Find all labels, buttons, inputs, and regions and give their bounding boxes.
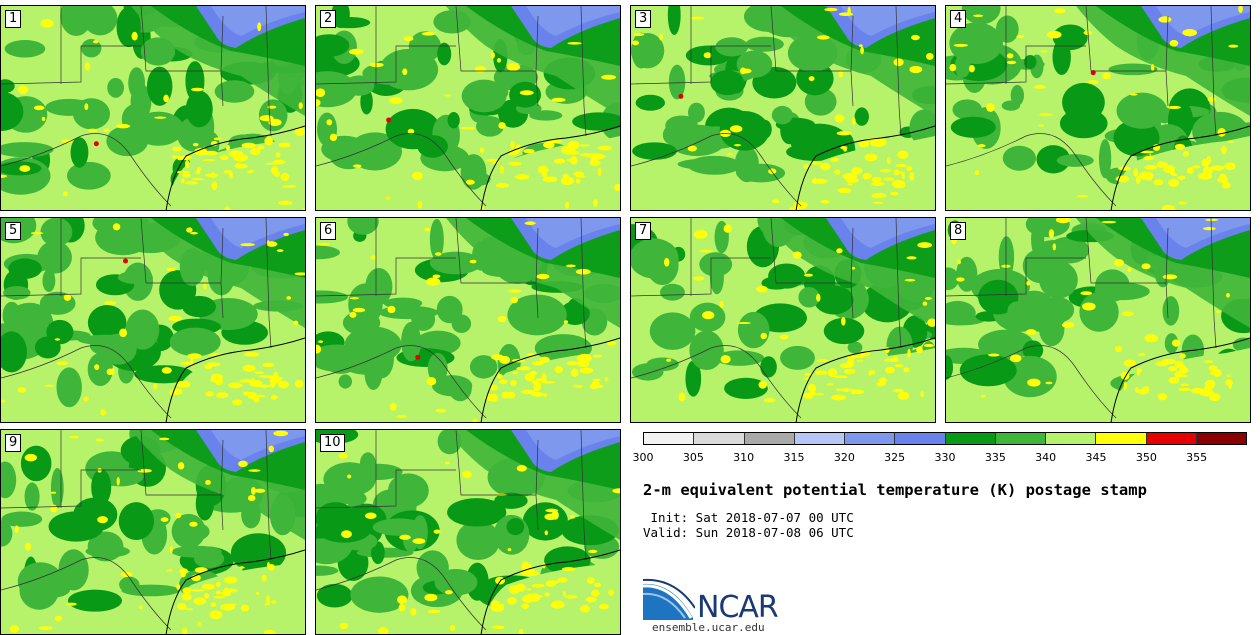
colorbar-tick-label: 315 bbox=[783, 451, 805, 464]
theta-e-map bbox=[316, 430, 620, 634]
stamp-panel-8: 8 bbox=[945, 217, 1251, 423]
colorbar-tick-label: 310 bbox=[733, 451, 755, 464]
ncar-logo-text: NCAR bbox=[697, 590, 779, 625]
colorbar-segment bbox=[1196, 433, 1246, 444]
stamp-panel-10: 10 bbox=[315, 429, 621, 635]
panel-number: 3 bbox=[635, 10, 652, 28]
ncar-logo-icon bbox=[643, 578, 695, 620]
panel-number: 1 bbox=[5, 10, 22, 28]
colorbar-segment bbox=[995, 433, 1046, 444]
panel-number: 6 bbox=[320, 222, 337, 240]
stamp-panel-4: 4 bbox=[945, 5, 1251, 211]
stamp-panel-5: 5 bbox=[0, 217, 306, 423]
colorbar-segment bbox=[1046, 433, 1097, 444]
theta-e-map bbox=[946, 6, 1250, 210]
colorbar-tick-label: 320 bbox=[833, 451, 855, 464]
stamp-panel-1: 1 bbox=[0, 5, 306, 211]
theta-e-map bbox=[946, 218, 1250, 422]
site-url: ensemble.ucar.edu bbox=[652, 621, 765, 634]
colorbar-segment bbox=[895, 433, 946, 444]
colorbar-tick-label: 300 bbox=[632, 451, 654, 464]
init-time: Init: Sat 2018-07-07 00 UTC bbox=[643, 510, 854, 525]
valid-time: Valid: Sun 2018-07-08 06 UTC bbox=[643, 525, 854, 540]
colorbar-segment bbox=[744, 433, 795, 444]
stamp-panel-6: 6 bbox=[315, 217, 621, 423]
colorbar-segment bbox=[1146, 433, 1197, 444]
colorbar-tick-label: 325 bbox=[884, 451, 906, 464]
colorbar-segment bbox=[1096, 433, 1147, 444]
theta-e-map bbox=[1, 430, 305, 634]
colorbar bbox=[643, 432, 1247, 445]
stamp-panel-7: 7 bbox=[630, 217, 936, 423]
stamp-panel-2: 2 bbox=[315, 5, 621, 211]
panel-number: 7 bbox=[635, 222, 652, 240]
panel-number: 10 bbox=[320, 434, 345, 452]
panel-number: 9 bbox=[5, 434, 22, 452]
colorbar-tick-label: 355 bbox=[1186, 451, 1208, 464]
colorbar-segment bbox=[694, 433, 745, 444]
plot-title: 2-m equivalent potential temperature (K)… bbox=[643, 481, 1147, 499]
colorbar-tick-label: 330 bbox=[934, 451, 956, 464]
colorbar-tick-label: 340 bbox=[1035, 451, 1057, 464]
colorbar-tick-label: 335 bbox=[984, 451, 1006, 464]
panel-number: 5 bbox=[5, 222, 22, 240]
colorbar-segment bbox=[644, 433, 695, 444]
theta-e-map bbox=[1, 218, 305, 422]
theta-e-map bbox=[1, 6, 305, 210]
colorbar-segment bbox=[845, 433, 896, 444]
panel-number: 2 bbox=[320, 10, 337, 28]
colorbar-tick-label: 350 bbox=[1135, 451, 1157, 464]
colorbar-tick-label: 345 bbox=[1085, 451, 1107, 464]
colorbar-segment bbox=[794, 433, 845, 444]
theta-e-map bbox=[316, 218, 620, 422]
panel-number: 8 bbox=[950, 222, 967, 240]
colorbar-tick-label: 305 bbox=[682, 451, 704, 464]
theta-e-map bbox=[631, 218, 935, 422]
colorbar-segment bbox=[945, 433, 996, 444]
theta-e-map bbox=[316, 6, 620, 210]
stamp-panel-9: 9 bbox=[0, 429, 306, 635]
panel-number: 4 bbox=[950, 10, 967, 28]
theta-e-map bbox=[631, 6, 935, 210]
stamp-panel-3: 3 bbox=[630, 5, 936, 211]
